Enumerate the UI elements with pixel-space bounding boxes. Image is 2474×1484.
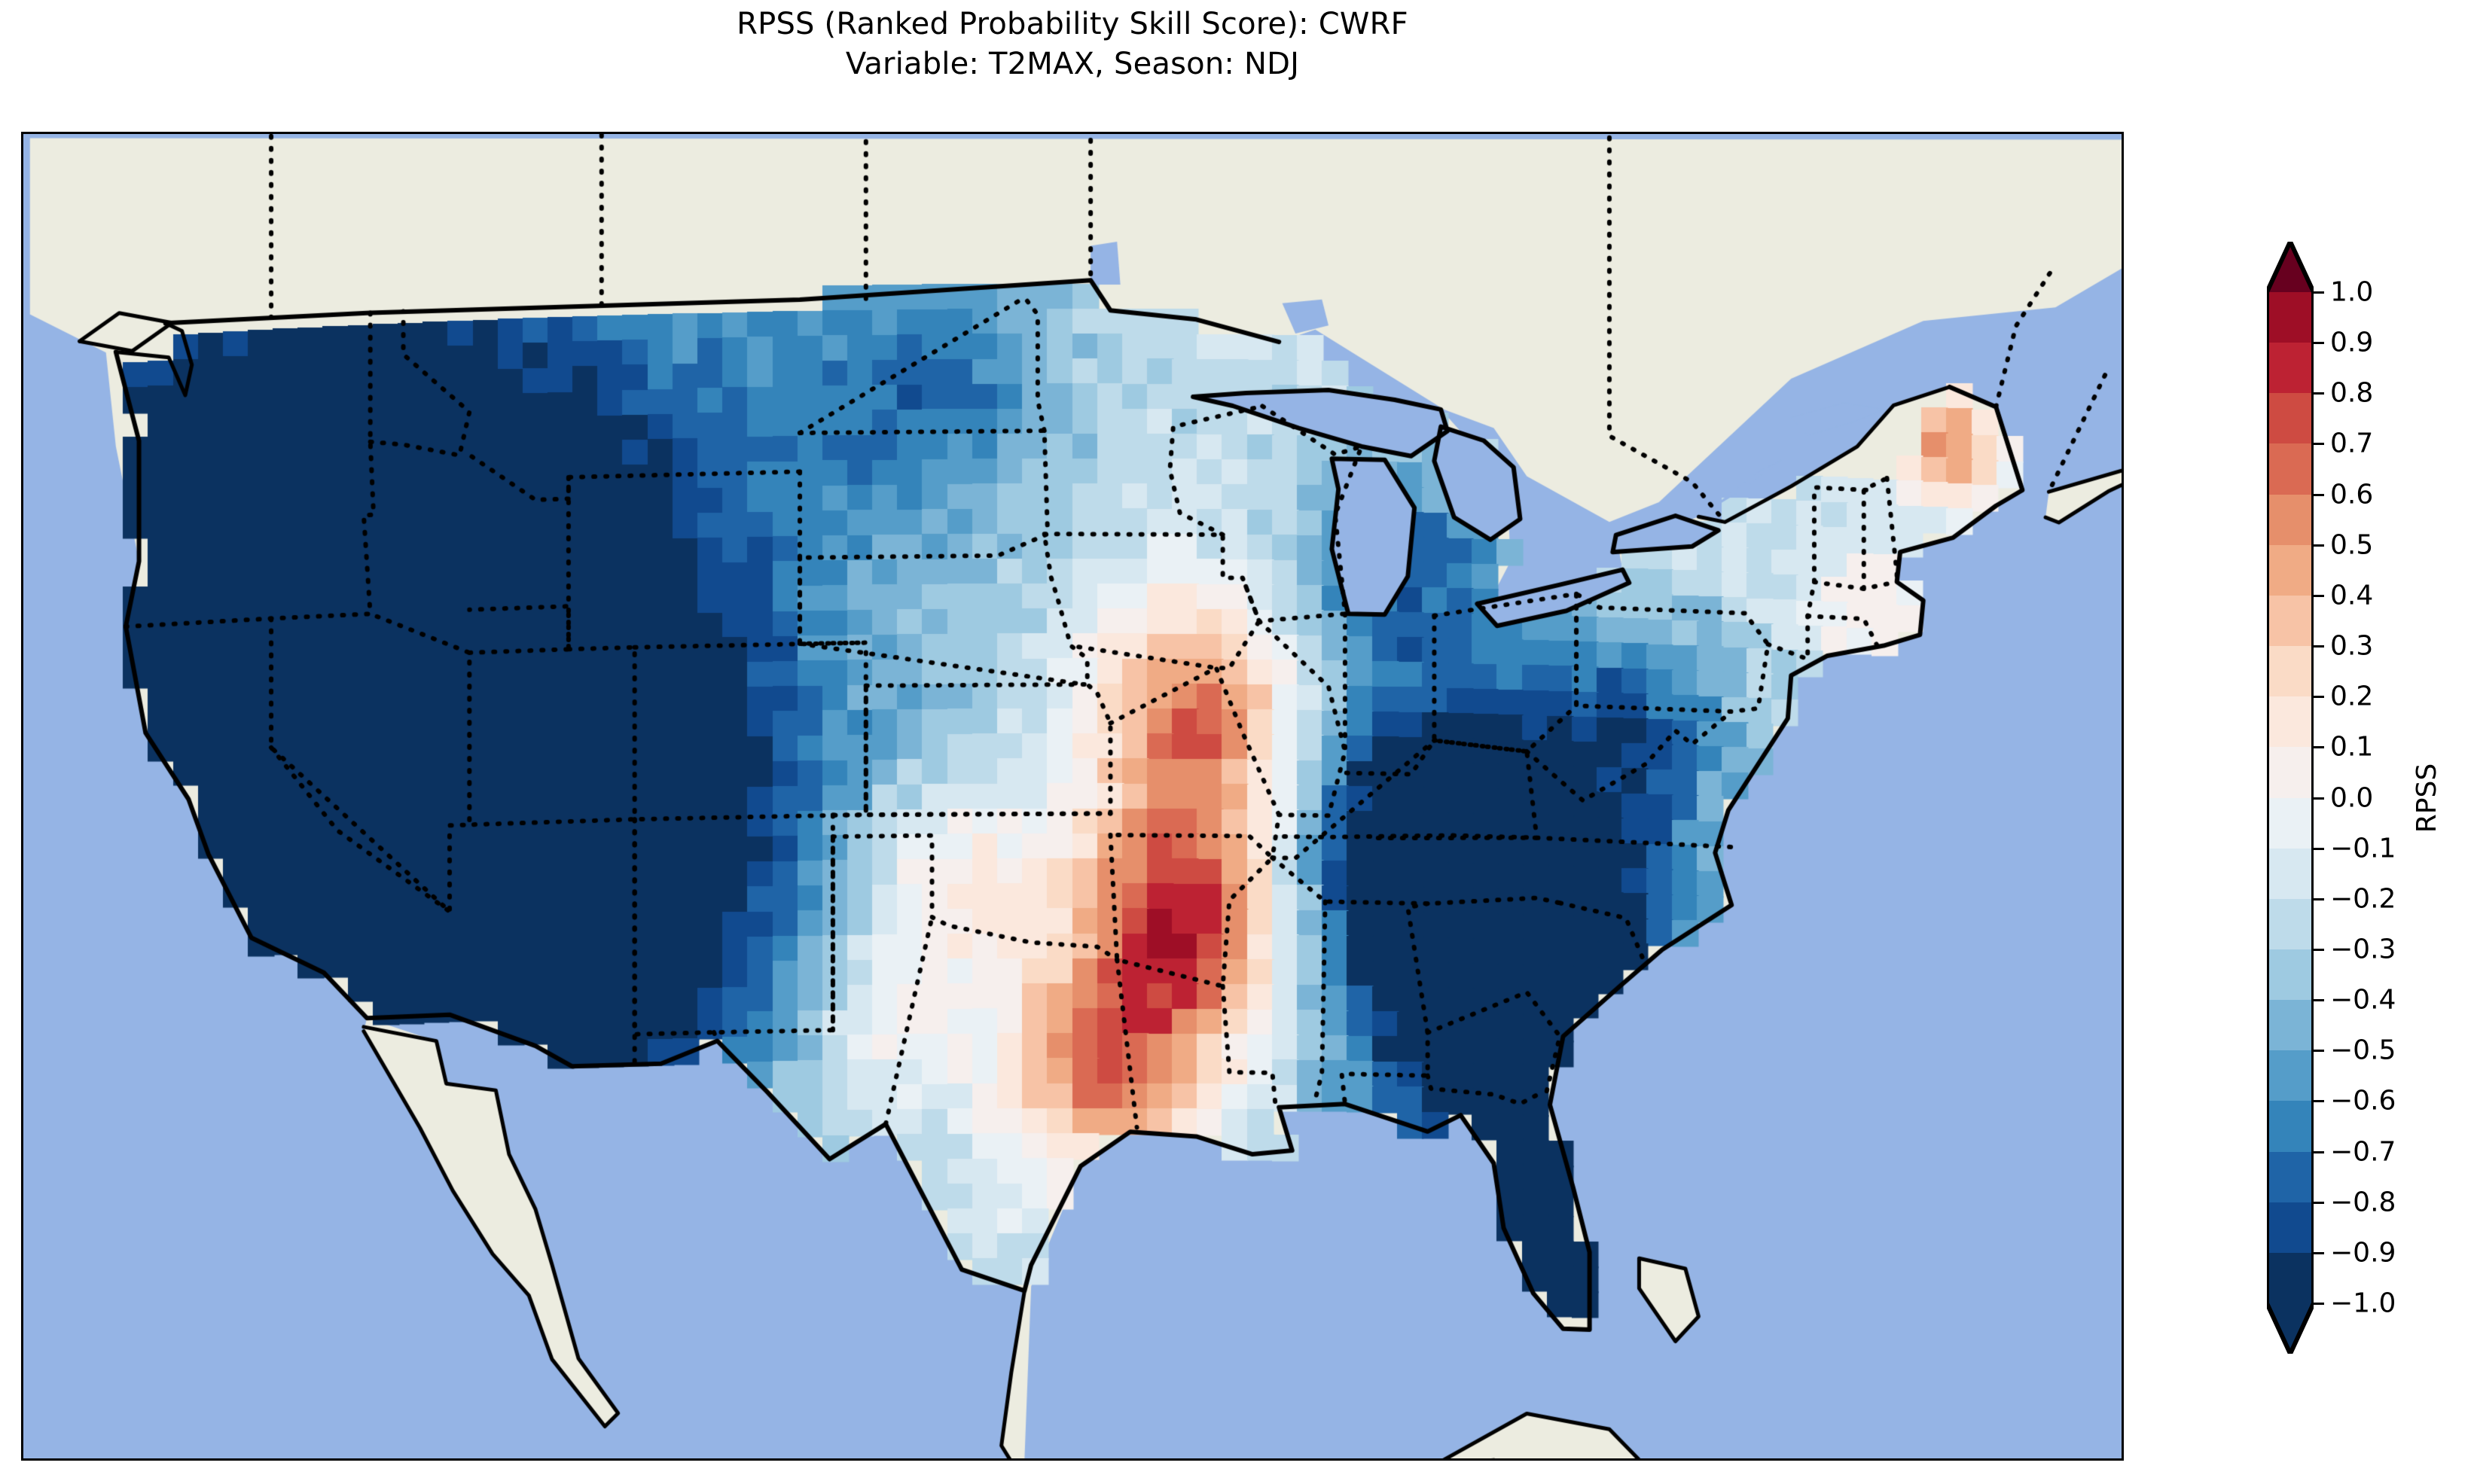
colorbar-tick (2314, 1201, 2324, 1204)
colorbar-tick (2314, 999, 2324, 1002)
colorbar-tick (2314, 1251, 2324, 1254)
colorbar-tick-label: −0.2 (2330, 883, 2396, 915)
colorbar-band (2267, 797, 2314, 849)
colorbar-tick-label: 0.1 (2330, 731, 2374, 763)
colorbar-bands (2267, 292, 2314, 1304)
colorbar-tick (2314, 443, 2324, 446)
colorbar-tick-label: 0.7 (2330, 428, 2374, 459)
page-subtitle: Variable: T2MAX, Season: NDJ (845, 46, 1300, 81)
colorbar-tick (2314, 746, 2324, 749)
colorbar-tick-label: 0.2 (2330, 681, 2374, 712)
colorbar-tick (2314, 1150, 2324, 1153)
colorbar-band (2267, 747, 2314, 799)
colorbar-tick-label: 1.0 (2330, 276, 2374, 308)
colorbar-tick (2314, 594, 2324, 597)
colorbar-band (2267, 646, 2314, 697)
colorbar-tick-label: −0.5 (2330, 1035, 2396, 1066)
colorbar-band (2267, 1252, 2314, 1304)
colorbar-band (2267, 1202, 2314, 1254)
chart-title-block: RPSS (Ranked Probability Skill Score): C… (0, 5, 2145, 84)
colorbar-extend-min-arrow (2267, 1303, 2314, 1354)
colorbar-tick (2314, 897, 2324, 900)
colorbar-tick (2314, 1303, 2324, 1305)
colorbar-tick-label: −0.7 (2330, 1136, 2396, 1168)
colorbar-band (2267, 1151, 2314, 1203)
colorbar-band (2267, 1101, 2314, 1153)
colorbar-tick-label: −0.1 (2330, 833, 2396, 864)
colorbar-tick-label: −0.6 (2330, 1085, 2396, 1117)
colorbar-tick (2314, 493, 2324, 496)
colorbar-band (2267, 1050, 2314, 1102)
colorbar-tick-label: 0.8 (2330, 377, 2374, 409)
colorbar-tick (2314, 1100, 2324, 1103)
colorbar-tick (2314, 544, 2324, 547)
colorbar-tick (2314, 1050, 2324, 1053)
colorbar-band (2267, 393, 2314, 445)
colorbar-tick-label: −0.8 (2330, 1187, 2396, 1218)
colorbar-band (2267, 949, 2314, 1001)
colorbar-tick-label: 0.4 (2330, 580, 2374, 611)
colorbar-tick (2314, 645, 2324, 648)
colorbar-tick-label: −0.4 (2330, 984, 2396, 1016)
colorbar-band (2267, 343, 2314, 394)
colorbar-tick (2314, 342, 2324, 345)
colorbar-band (2267, 898, 2314, 950)
colorbar[interactable]: 1.0 0.9 0.8 0.7 0.6 0.5 0.4 0.3 0.2 0.1 0.0 −0.1 −0.… (2264, 226, 2474, 1370)
colorbar-band (2267, 443, 2314, 495)
colorbar-band (2267, 494, 2314, 546)
colorbar-band (2267, 848, 2314, 900)
colorbar-band (2267, 292, 2314, 343)
colorbar-tick (2314, 847, 2324, 850)
colorbar-tick (2314, 797, 2324, 800)
colorbar-tick-label: −0.3 (2330, 934, 2396, 965)
colorbar-tick (2314, 392, 2324, 395)
colorbar-tick-label: 0.0 (2330, 782, 2374, 813)
colorbar-axis-label: RPSS (2411, 763, 2442, 833)
colorbar-band (2267, 544, 2314, 596)
colorbar-tick-label: 0.3 (2330, 630, 2374, 662)
page-title: RPSS (Ranked Probability Skill Score): C… (737, 7, 1408, 41)
colorbar-tick (2314, 696, 2324, 699)
colorbar-band (2267, 696, 2314, 748)
map-panel[interactable] (21, 132, 2124, 1461)
colorbar-tick-label: 0.5 (2330, 529, 2374, 561)
colorbar-band (2267, 595, 2314, 647)
colorbar-extend-max-arrow (2267, 242, 2314, 292)
colorbar-band (2267, 1000, 2314, 1051)
colorbar-tick-label: 0.6 (2330, 479, 2374, 510)
colorbar-tick-label: −1.0 (2330, 1287, 2396, 1319)
rpss-heatmap-canvas[interactable] (23, 134, 2122, 1458)
colorbar-tick-label: −0.9 (2330, 1237, 2396, 1269)
colorbar-tick (2314, 948, 2324, 951)
colorbar-tick-label: 0.9 (2330, 327, 2374, 358)
colorbar-tick (2314, 291, 2324, 294)
